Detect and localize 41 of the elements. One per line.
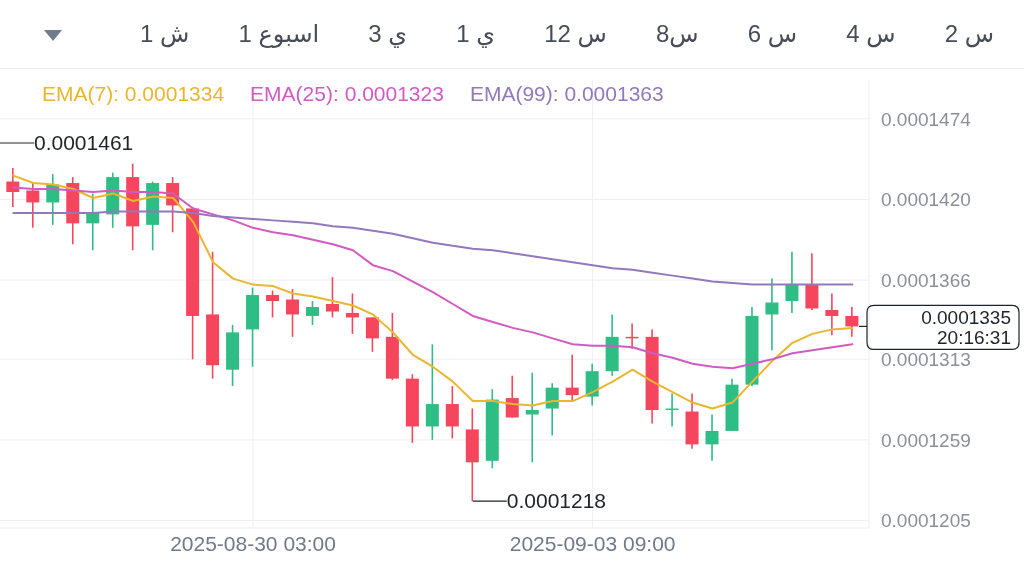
candlestick — [445, 385, 459, 440]
text: 2 س — [944, 20, 994, 48]
candlestick — [825, 292, 839, 337]
candlestick — [266, 289, 280, 319]
y-tick-label: 0.0001313 — [881, 349, 971, 370]
text: EMA(25): 0.0001323 — [250, 82, 444, 106]
annotation: 0.0001461 — [34, 131, 134, 154]
candlestick — [565, 353, 579, 402]
y-tick-label: 0.0001420 — [881, 189, 971, 211]
text: 20:16:31 — [937, 327, 1011, 349]
y-tick-label: 0.0001205 — [881, 510, 971, 532]
text: EMA(99): 0.0001363 — [469, 82, 664, 106]
text: 0.0001335 — [921, 307, 1011, 329]
candlestick — [705, 413, 719, 462]
text: 1 ش — [140, 20, 190, 48]
y-tick-label: 0.0001259 — [881, 429, 971, 451]
candlestick — [425, 343, 439, 441]
candlestick — [545, 382, 559, 437]
candlestick — [525, 371, 539, 464]
text: EMA(7): 0.0001334 — [42, 82, 225, 106]
candlestick — [345, 292, 359, 335]
candlestick — [765, 277, 779, 352]
text: 8س — [656, 20, 699, 48]
candlestick — [305, 300, 319, 326]
text: 4 س — [846, 20, 896, 48]
text: 6 س — [747, 20, 798, 48]
candlestick — [26, 182, 40, 229]
text: 1 اسبوع — [238, 20, 320, 48]
candlestick — [785, 250, 799, 314]
candlestick — [286, 288, 300, 338]
text: 3 ي — [368, 20, 408, 48]
annotation: 0.0001218 — [506, 489, 607, 513]
y-tick-label: 0.0001366 — [881, 269, 971, 291]
x-tick-label: 2025-09-03 09:00 — [509, 531, 676, 555]
x-tick-label: 2025-08-30 03:00 — [170, 531, 336, 555]
y-tick-label: 0.0001474 — [881, 108, 972, 130]
candlestick — [805, 252, 819, 311]
text: 12 س — [544, 20, 607, 48]
text: 1 ي — [456, 20, 496, 48]
candlestick — [325, 276, 339, 319]
candlestick — [365, 316, 379, 353]
